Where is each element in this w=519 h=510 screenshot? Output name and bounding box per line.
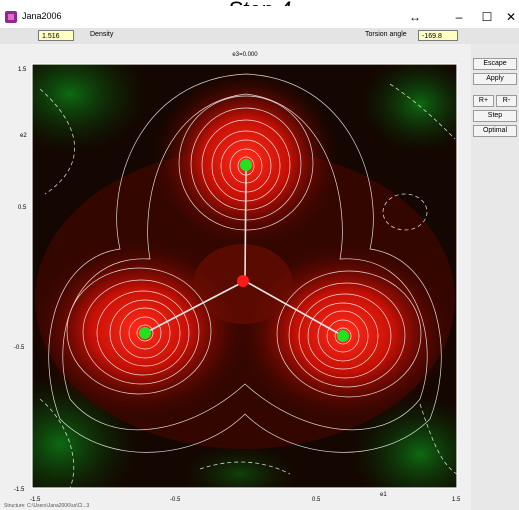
density-value-field[interactable]: 1.516 [38,30,74,41]
jana-window: Jana2006 ↔ – ☐ ✕ 1.516 Density Torsion a… [0,6,519,510]
atom-marker-right[interactable] [337,330,349,342]
window-title: Jana2006 [22,11,62,21]
escape-button[interactable]: Escape [473,58,517,70]
torsion-angle-field[interactable]: -169.8 [418,30,458,41]
y-tick-4: -1.5 [14,487,25,493]
torsion-angle-label: Torsion angle [365,31,407,38]
x-tick-2: -0.5 [170,497,181,503]
step-button[interactable]: Step [473,110,517,122]
side-panel: Escape Apply R+ R- Step Optimal [471,44,519,510]
y-tick-3: -0.5 [14,345,25,351]
x-tick-1: -1.5 [30,497,41,503]
status-bar: Structure: C:\Users\Jana2006\ss\Cl...3 [4,503,90,509]
jana-app-icon [5,11,17,23]
y-tick-2: 0.5 [18,205,27,211]
atom-marker-left[interactable] [139,327,151,339]
toolbar: 1.516 Density Torsion angle -169.8 [0,28,519,44]
x-tick-3: 0.5 [312,497,321,503]
x-tick-4: 1.5 [452,497,461,503]
bond-lines [144,164,344,337]
plot-frame [31,63,458,489]
density-label: Density [90,31,114,38]
negative-contours [39,83,457,488]
plot-area [32,64,457,488]
central-atom-marker[interactable] [237,275,249,287]
atom-marker-top[interactable] [240,159,252,171]
y-tick-1: 1.5 [18,67,27,73]
apply-button[interactable]: Apply [473,73,517,85]
close-button[interactable]: ✕ [505,10,517,24]
density-plot-panel: e3=0.000 [0,44,471,510]
title-bar: Jana2006 ↔ – ☐ ✕ [0,6,519,28]
r-plus-button[interactable]: R+ [473,95,494,107]
x-axis-label: e1 [380,492,387,498]
y-axis-label: e2 [20,133,27,139]
density-map[interactable]: e3=0.000 [0,44,471,510]
resize-icon[interactable]: ↔ [409,10,421,24]
minimize-button[interactable]: – [455,10,463,24]
optimal-button[interactable]: Optimal [473,125,517,137]
r-minus-button[interactable]: R- [496,95,517,107]
maximize-button[interactable]: ☐ [481,10,493,24]
plot-heading: e3=0.000 [232,52,258,58]
